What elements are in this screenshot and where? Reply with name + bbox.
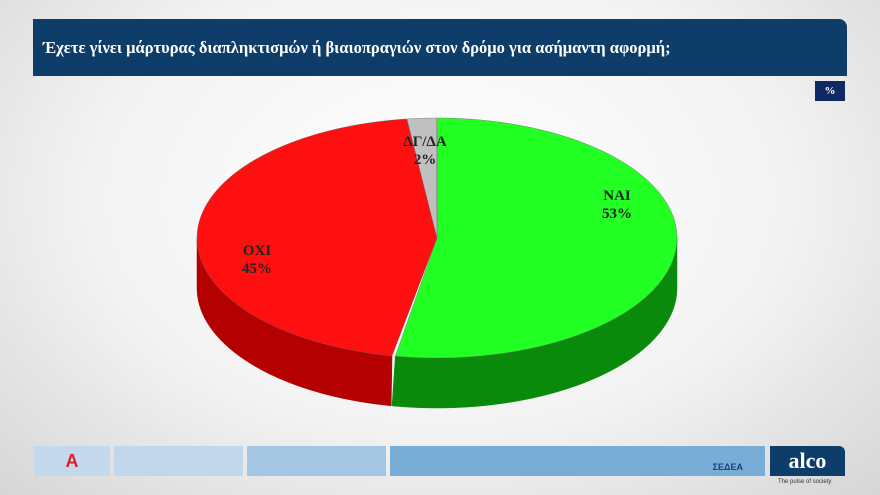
alco-logo: alco [770, 446, 845, 476]
footer-bar-1 [114, 446, 243, 476]
svg-text:Α: Α [66, 451, 79, 471]
alpha-logo: Α [34, 446, 110, 476]
slice-value-0: 53% [602, 206, 632, 222]
alco-tagline: The pulse of society [778, 479, 832, 485]
slice-value-1: 45% [242, 261, 272, 277]
footer-bar-2 [247, 446, 386, 476]
question-title: Έχετε γίνει μάρτυρας διαπληκτισμών ή βια… [33, 19, 847, 76]
slice-label-0: ΝΑΙ [603, 188, 631, 204]
slice-label-1: ΟΧΙ [243, 243, 272, 259]
pie-slice-1 [196, 118, 438, 357]
sedea-logo: ΣΕΔΕΑ [712, 462, 743, 472]
unit-badge: % [815, 81, 845, 101]
slice-label-2: ΔΓ/ΔΑ [403, 134, 447, 150]
slice-value-2: 2% [414, 152, 437, 168]
pie-slice-0 [395, 117, 678, 359]
footer-bar-3: ΣΕΔΕΑ [390, 446, 765, 476]
pie-slice-2 [406, 117, 438, 239]
